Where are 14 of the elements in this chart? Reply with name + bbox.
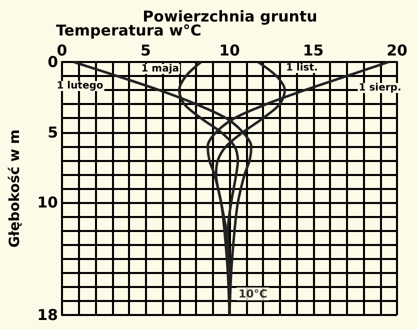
y-tick-label: 10 [37,194,58,212]
y-tick-label: 0 [48,53,58,71]
series-label: 1 lutego [56,80,104,92]
x-tick-label: 15 [302,42,324,60]
series-label: 1 sierp. [358,82,402,94]
y-tick-label: 18 [37,306,58,324]
series-label: 1 list. [286,62,318,74]
annotation: 10°C [238,287,268,300]
x-tick-label: 10 [219,42,240,60]
y-axis-title: Głębokość w m [7,129,23,248]
series-label: 1 maja [141,64,180,74]
x-tick-label: 5 [140,42,151,60]
x-tick-label: 20 [386,42,408,60]
y-tick-label: 5 [48,123,58,142]
